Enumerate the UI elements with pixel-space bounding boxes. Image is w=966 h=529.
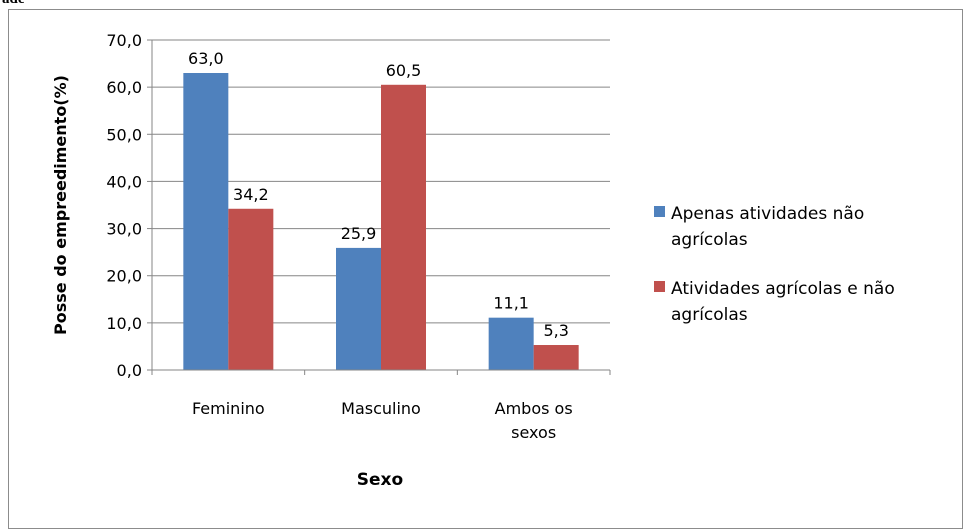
data-label: 25,9 [341,224,377,243]
data-label: 63,0 [188,49,224,68]
y-tick-label: 20,0 [106,267,142,286]
y-tick-label: 50,0 [106,125,142,144]
y-tick-label: 30,0 [106,220,142,239]
legend-label: Atividades agrícolas e não [671,279,895,299]
legend-label: agrícolas [671,230,748,250]
bar [381,84,426,371]
x-axis-label: Sexo [357,470,403,490]
y-axis-label: Posse do empreedimento(%) [51,75,70,335]
legend-swatch [654,206,665,217]
x-tick-label: Feminino [192,399,265,418]
legend: Apenas atividades não agrícolas Atividades… [654,204,895,325]
x-tick-label: Masculino [341,399,421,418]
x-tick-label: Ambos os [495,399,573,418]
y-tick-label: 0,0 [117,361,142,380]
legend-swatch [654,281,665,292]
header-fragment: ade [2,0,25,8]
bar [336,247,381,370]
x-tick-label: sexos [511,423,556,442]
x-axis: Feminino Masculino Ambos os sexos [151,369,611,442]
y-tick-label: 10,0 [106,314,142,333]
data-label: 5,3 [543,321,568,340]
data-label: 60,5 [386,61,422,80]
y-tick-label: 70,0 [106,31,142,50]
data-label: 34,2 [233,185,269,204]
bar [228,208,274,370]
data-labels: 63,0 34,2 25,9 60,5 11,1 5,3 [188,49,569,340]
y-tick-label: 60,0 [106,78,142,97]
y-axis: 0,0 10,0 20,0 30,0 40,0 50,0 60,0 70,0 [106,31,153,380]
chart-frame [8,9,963,529]
bar [183,73,229,370]
legend-label: agrícolas [671,305,748,325]
bar [533,345,579,370]
y-tick-label: 40,0 [106,172,142,191]
legend-label: Apenas atividades não [671,204,864,224]
data-label: 11,1 [493,294,529,313]
bar-chart: 0,0 10,0 20,0 30,0 40,0 50,0 60,0 70,0 63,0 34,2… [51,31,895,490]
bars [183,73,579,371]
bar [488,317,534,370]
